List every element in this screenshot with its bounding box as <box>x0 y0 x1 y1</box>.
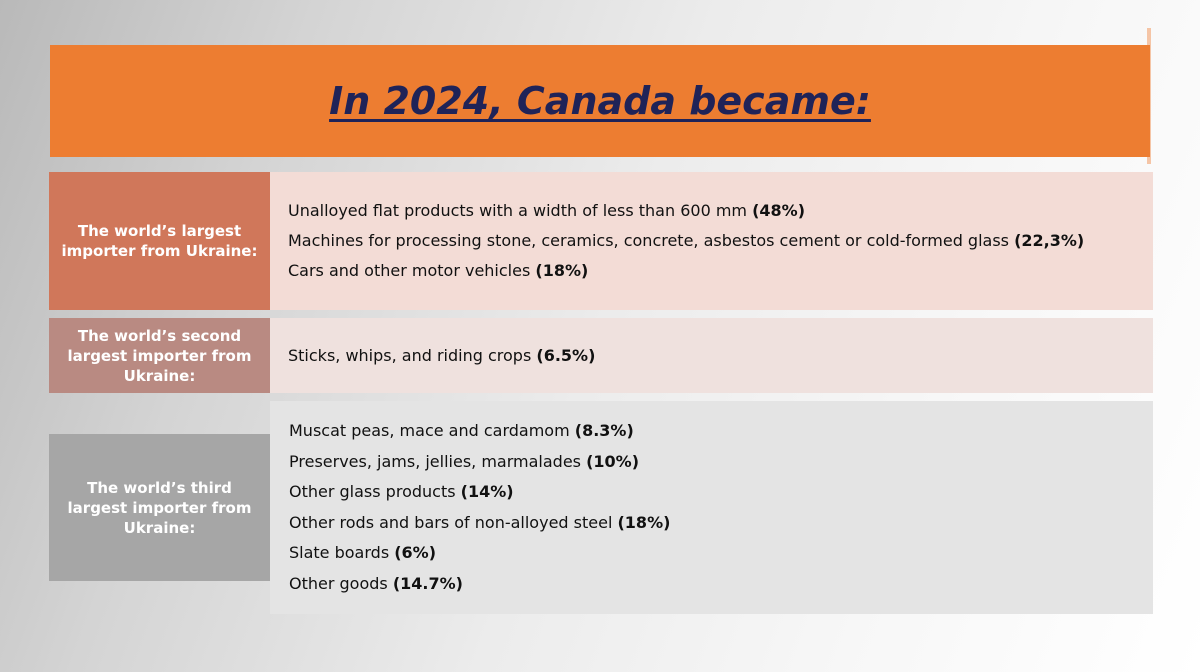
item-text: Other goods <box>289 573 393 593</box>
item-percentage: (14%) <box>460 482 514 501</box>
list-item: Preserves, jams, jellies, marmalades (10… <box>289 447 1153 478</box>
item-text: Machines for processing stone, ceramics,… <box>288 231 1015 250</box>
item-text: Preserves, jams, jellies, marmalades <box>289 451 587 471</box>
list-item: Other glass products (14%) <box>289 477 1153 508</box>
item-text: Other glass products <box>289 482 461 501</box>
title-banner: In 2024, Canada became: <box>50 45 1150 157</box>
section-label-second-largest-importer: The world’s second largest importer from… <box>49 318 270 393</box>
section-label-largest-importer: The world’s largest importer from Ukrain… <box>49 172 270 310</box>
list-item: Sticks, whips, and riding crops (6.5%) <box>288 346 1153 365</box>
section-content-third-largest-importer: Muscat peas, mace and cardamom (8.3%) Pr… <box>270 401 1153 614</box>
list-item: Unalloyed flat products with a width of … <box>288 196 1153 226</box>
item-text: Muscat peas, mace and cardamom <box>289 421 575 440</box>
list-item: Machines for processing stone, ceramics,… <box>288 226 1153 256</box>
list-item: Slate boards (6%) <box>289 538 1153 569</box>
item-percentage: (6%) <box>394 543 437 562</box>
slide-title: In 2024, Canada became: <box>329 79 871 123</box>
item-text: Unalloyed flat products with a width of … <box>288 201 753 220</box>
section-content-largest-importer: Unalloyed flat products with a width of … <box>270 172 1153 310</box>
item-text: Other rods and bars of non-alloyed steel <box>289 512 618 532</box>
item-percentage: (10%) <box>586 451 640 471</box>
list-item: Muscat peas, mace and cardamom (8.3%) <box>289 416 1153 447</box>
item-percentage: (22,3%) <box>1014 231 1085 250</box>
list-item: Other rods and bars of non-alloyed steel… <box>289 508 1153 539</box>
item-text: Cars and other motor vehicles <box>288 261 536 280</box>
item-percentage: (6.5%) <box>536 346 596 365</box>
list-item: Cars and other motor vehicles (18%) <box>288 256 1153 286</box>
item-percentage: (8.3%) <box>574 421 634 440</box>
section-label-text: The world’s largest importer from Ukrain… <box>61 222 258 260</box>
item-percentage: (18%) <box>617 512 671 532</box>
list-item: Other goods (14.7%) <box>289 569 1153 600</box>
item-text: Sticks, whips, and riding crops <box>288 346 537 365</box>
item-percentage: (14.7%) <box>392 573 463 593</box>
section-label-third-largest-importer: The world’s third largest importer from … <box>49 434 270 581</box>
item-percentage: (48%) <box>752 201 806 220</box>
section-label-text: The world’s second largest importer from… <box>67 326 252 385</box>
item-text: Slate boards <box>289 543 395 562</box>
section-label-text: The world’s third largest importer from … <box>67 478 252 537</box>
section-content-second-largest-importer: Sticks, whips, and riding crops (6.5%) <box>270 318 1153 393</box>
item-percentage: (18%) <box>535 261 589 280</box>
